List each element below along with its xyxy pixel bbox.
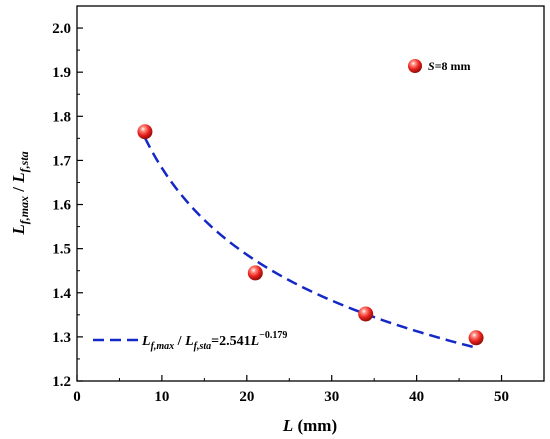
legend-label: S=8 mm (428, 59, 471, 73)
legend: S=8 mm (408, 59, 471, 73)
data-points (137, 124, 484, 346)
fit-equation: Lf,max / Lf,sta=2.541L−0.179 (141, 330, 287, 352)
y-tick-label: 1.8 (52, 109, 71, 125)
x-axis-ticks (76, 375, 503, 381)
y-axis-title: Lf,max / Lf,sta (9, 151, 31, 235)
data-point (137, 124, 153, 140)
x-axis-title: L (mm) (282, 416, 337, 435)
y-tick-label: 1.4 (52, 286, 71, 302)
fit-legend: Lf,max / Lf,sta=2.541L−0.179 (93, 330, 287, 352)
fit-curve (143, 137, 477, 349)
data-point (358, 306, 374, 322)
y-tick-label: 1.9 (52, 65, 71, 81)
x-tick-label: 50 (494, 389, 509, 405)
x-tick-label: 30 (324, 389, 339, 405)
plot-frame (76, 5, 545, 382)
x-tick-label: 0 (73, 389, 81, 405)
y-axis-tick-labels: 1.2 1.3 1.4 1.5 1.6 1.7 1.8 1.9 2.0 (52, 21, 71, 390)
y-tick-label: 1.5 (52, 242, 71, 258)
x-tick-label: 10 (154, 389, 169, 405)
legend-marker (408, 59, 422, 73)
y-tick-label: 2.0 (52, 21, 71, 37)
y-tick-label: 1.6 (52, 198, 71, 214)
x-tick-label: 40 (409, 389, 424, 405)
data-point (468, 330, 484, 346)
y-tick-label: 1.7 (52, 153, 71, 169)
y-tick-label: 1.3 (52, 330, 71, 346)
data-point (247, 265, 263, 281)
y-tick-label: 1.2 (52, 374, 71, 390)
y-axis-ticks (77, 27, 83, 382)
x-axis-tick-labels: 0 10 20 30 40 50 (73, 389, 509, 405)
x-tick-label: 20 (239, 389, 254, 405)
